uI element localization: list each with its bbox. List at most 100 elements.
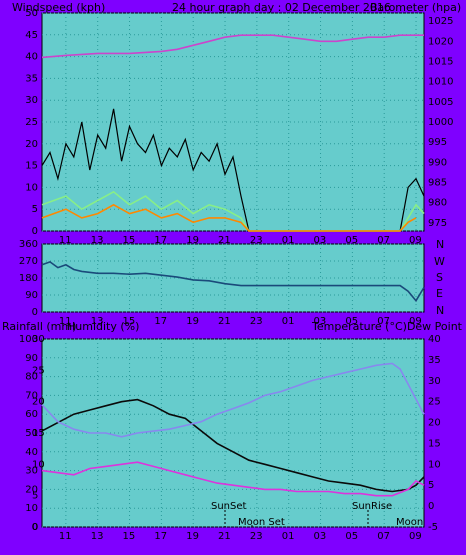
wind_avg-line (41, 203, 417, 232)
x-tick-label: 11 (59, 235, 72, 246)
y-tick-label: 30 (25, 95, 38, 106)
y-tick-label: 50 (25, 8, 38, 19)
temperature-axis-title: Temperature (°C)Dew Point (°C) (311, 320, 466, 333)
y-tick-label: 70 (25, 390, 38, 401)
barometer-tick-label: 985 (428, 178, 447, 189)
y-tick-label: 40 (25, 447, 38, 458)
wind-axis-title: Windspeed (kph) (12, 1, 105, 14)
humidity-line (41, 362, 425, 438)
y-tick-label: 50 (25, 428, 38, 439)
x-tick-label: 05 (345, 531, 358, 542)
x-tick-label: 01 (282, 316, 295, 327)
y-tick-label: 90 (25, 353, 38, 364)
sunset-label: SunSet (211, 501, 247, 512)
rain-axis-title: Rainfall (mm) (2, 320, 76, 333)
barometer-tick-label: 1020 (428, 36, 453, 47)
temperature-line (41, 398, 425, 493)
y-tick-label: 40 (25, 52, 38, 63)
x-tick-label: 07 (377, 316, 390, 327)
temperature-tick-label: 20 (428, 418, 441, 429)
x-tick-label: 23 (250, 316, 263, 327)
x-tick-label: 17 (154, 316, 167, 327)
x-tick-label: 23 (250, 235, 263, 246)
x-tick-label: 15 (123, 316, 136, 327)
direction-series (41, 261, 425, 303)
x-tick-label: 21 (218, 235, 231, 246)
x-tick-label: 19 (186, 235, 199, 246)
barometer-tick-label: 1005 (428, 97, 453, 108)
y-tick-label: 10 (25, 182, 38, 193)
y-tick-label: 10 (25, 503, 38, 514)
y-tick-label: 90 (25, 290, 38, 301)
y-tick-label: 25 (25, 117, 38, 128)
y-tick-label: 100 (19, 334, 38, 345)
direction-plot-area (41, 243, 425, 313)
x-tick-label: 15 (123, 235, 136, 246)
direction-tick-labels: 11 13 15 17 19 21 23 01 03 05 07 09 360 270 180 90 0 (19, 239, 422, 327)
barometer-tick-label: 1015 (428, 56, 453, 67)
barometer-tick-label: 1010 (428, 77, 453, 88)
y-tick-label: 80 (25, 372, 38, 383)
x-tick-label: 21 (218, 531, 231, 542)
y-tick-label: 15 (25, 161, 38, 172)
rain-tick-label: 0 (32, 522, 38, 533)
temperature-tick-label: 5 (428, 480, 434, 491)
y-tick-label: 0 (32, 522, 38, 533)
y-tick-label: 5 (32, 204, 38, 215)
compass-n-bottom: N (436, 304, 444, 317)
compass-e: E (436, 287, 443, 300)
temperature-tick-label: 10 (428, 459, 441, 470)
x-tick-label: 15 (123, 531, 136, 542)
x-tick-label: 17 (154, 531, 167, 542)
x-tick-label: 13 (91, 316, 104, 327)
x-tick-label: 05 (345, 235, 358, 246)
x-tick-label: 13 (91, 531, 104, 542)
barometer-tick-label: 980 (428, 198, 447, 209)
y-tick-label: 180 (19, 273, 38, 284)
x-tick-label: 11 (59, 316, 72, 327)
rain-tick-label: 20 (32, 397, 45, 408)
graph-title: 24 hour graph day : 02 December 2016 (172, 1, 391, 14)
rain-tick-label: 25 (32, 365, 45, 376)
rain-tick-label: 15 (32, 428, 45, 439)
x-tick-label: 01 (282, 235, 295, 246)
x-tick-label: 11 (59, 531, 72, 542)
x-tick-label: 07 (377, 235, 390, 246)
x-tick-label: 19 (186, 531, 199, 542)
barometer-tick-label: 1025 (428, 16, 453, 27)
x-tick-label: 03 (314, 316, 327, 327)
x-tick-label: 09 (409, 531, 422, 542)
rain-tick-label: 30 (32, 334, 45, 345)
wind-grid (42, 12, 424, 232)
x-tick-label: 05 (345, 316, 358, 327)
wind-tick-labels: 11 13 15 17 19 21 23 01 03 05 07 090510152025303540… (25, 8, 453, 246)
temperature-tick-label: 40 (428, 334, 441, 345)
barometer-tick-label: 995 (428, 137, 447, 148)
barometer-tick-label: 990 (428, 157, 447, 168)
y-tick-label: 30 (25, 466, 38, 477)
y-tick-label: 45 (25, 30, 38, 41)
sunrise-label: SunRise (352, 501, 392, 512)
y-tick-label: 60 (25, 409, 38, 420)
y-tick-label: 20 (25, 139, 38, 150)
compass-s: S (436, 271, 443, 284)
humidity-axis-title: Humidity (%) (67, 320, 139, 333)
dewpoint-line (41, 461, 425, 497)
y-tick-label: 270 (19, 256, 38, 267)
x-tick-label: 03 (314, 235, 327, 246)
x-tick-label: 07 (377, 531, 390, 542)
x-tick-label: 09 (409, 316, 422, 327)
y-tick-label: 0 (32, 226, 38, 237)
temperature-tick-label: -5 (428, 522, 438, 533)
temperature-tick-labels: 11 13 15 17 19 21 23 01 03 05 07 090102030405060708… (19, 334, 441, 542)
direction-line (41, 261, 425, 303)
x-tick-label: 23 (250, 531, 263, 542)
barometer-tick-label: 1000 (428, 117, 453, 128)
x-tick-label: 21 (218, 316, 231, 327)
wind-series (41, 34, 425, 232)
rain-tick-label: 10 (32, 459, 45, 470)
x-tick-label: 01 (282, 531, 295, 542)
temperature-tick-label: 0 (428, 501, 434, 512)
moonset-label: Moon Set (238, 517, 285, 528)
